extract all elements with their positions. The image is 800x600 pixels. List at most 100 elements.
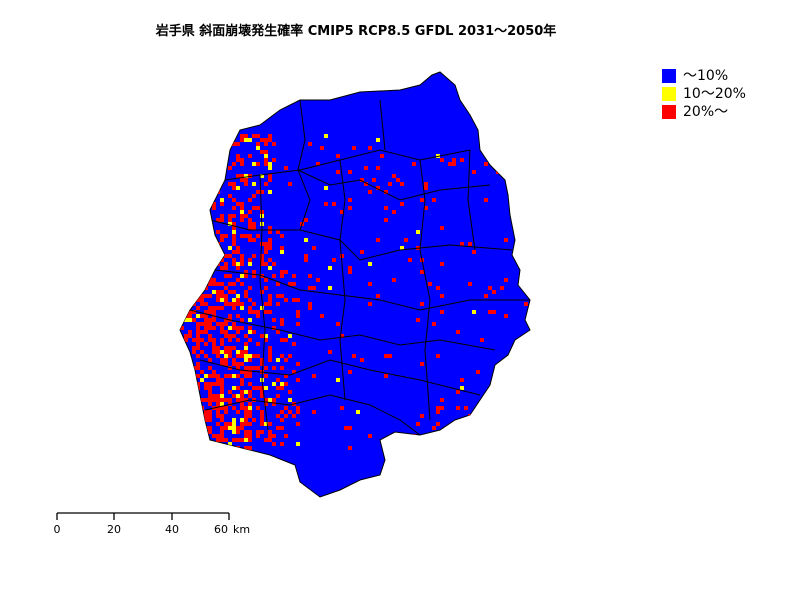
prefecture-area — [179, 71, 531, 498]
probability-cell — [252, 366, 256, 370]
probability-cell — [240, 398, 244, 402]
probability-cell — [296, 362, 300, 366]
probability-cell — [328, 350, 332, 354]
probability-cell — [280, 410, 284, 414]
legend-label: 20%～ — [683, 104, 729, 120]
probability-cell — [240, 382, 244, 386]
probability-cell — [208, 282, 212, 286]
probability-cell — [240, 394, 244, 398]
probability-cell — [212, 282, 216, 286]
probability-cell — [240, 326, 244, 330]
probability-cell — [224, 298, 228, 302]
probability-cell — [232, 258, 236, 262]
probability-cell — [200, 322, 204, 326]
probability-cell — [228, 290, 232, 294]
probability-cell — [200, 314, 204, 318]
probability-cell — [196, 342, 200, 346]
probability-cell — [264, 182, 268, 186]
probability-cell — [468, 242, 472, 246]
probability-cell — [260, 242, 264, 246]
probability-cell — [268, 302, 272, 306]
probability-cell — [248, 138, 252, 142]
probability-cell — [240, 174, 244, 178]
probability-cell — [336, 322, 340, 326]
probability-cell — [368, 146, 372, 150]
probability-cell — [232, 262, 236, 266]
probability-cell — [224, 410, 228, 414]
probability-cell — [248, 358, 252, 362]
probability-cell — [208, 326, 212, 330]
probability-cell — [372, 178, 376, 182]
probability-cell — [244, 446, 248, 450]
probability-cell — [256, 314, 260, 318]
probability-cell — [240, 318, 244, 322]
probability-cell — [248, 434, 252, 438]
probability-cell — [436, 410, 440, 414]
probability-cell — [304, 218, 308, 222]
probability-cell — [240, 158, 244, 162]
probability-cell — [240, 362, 244, 366]
probability-cell — [220, 294, 224, 298]
probability-cell — [244, 434, 248, 438]
probability-cell — [280, 418, 284, 422]
probability-cell — [220, 426, 224, 430]
probability-cell — [216, 290, 220, 294]
probability-cell — [268, 166, 272, 170]
probability-cell — [404, 238, 408, 242]
probability-cell — [256, 386, 260, 390]
probability-cell — [484, 294, 488, 298]
probability-cell — [204, 354, 208, 358]
probability-cell — [280, 366, 284, 370]
probability-cell — [268, 358, 272, 362]
probability-cell — [472, 310, 476, 314]
probability-cell — [368, 262, 372, 266]
probability-cell — [268, 294, 272, 298]
probability-cell — [440, 158, 444, 162]
probability-cell — [244, 334, 248, 338]
probability-cell — [492, 310, 496, 314]
probability-cell — [432, 198, 436, 202]
probability-cell — [276, 394, 280, 398]
probability-cell — [236, 278, 240, 282]
probability-cell — [240, 378, 244, 382]
probability-cell — [376, 238, 380, 242]
probability-cell — [200, 350, 204, 354]
legend-swatch-yellow — [662, 87, 676, 101]
probability-cell — [456, 330, 460, 334]
probability-cell — [260, 306, 264, 310]
probability-cell — [240, 134, 244, 138]
probability-cell — [200, 302, 204, 306]
probability-cell — [260, 190, 264, 194]
municipal-boundary — [467, 149, 476, 251]
probability-cell — [272, 382, 276, 386]
probability-cell — [224, 422, 228, 426]
probability-cell — [220, 258, 224, 262]
probability-cell — [280, 250, 284, 254]
probability-cell — [260, 150, 264, 154]
probability-cell — [284, 338, 288, 342]
probability-cell — [208, 398, 212, 402]
probability-cell — [452, 158, 456, 162]
probability-cell — [220, 402, 224, 406]
municipal-boundary — [199, 359, 481, 396]
probability-cell — [384, 218, 388, 222]
probability-cell — [208, 386, 212, 390]
probability-cell — [216, 410, 220, 414]
legend-label: ～10% — [683, 68, 729, 84]
probability-cell — [268, 138, 272, 142]
probability-cell — [264, 302, 268, 306]
probability-cell — [296, 410, 300, 414]
probability-cell — [308, 302, 312, 306]
probability-cell — [524, 302, 528, 306]
probability-cell — [236, 174, 240, 178]
probability-cell — [280, 354, 284, 358]
probability-cell — [212, 318, 216, 322]
probability-cell — [208, 310, 212, 314]
probability-cell — [424, 182, 428, 186]
probability-cell — [268, 350, 272, 354]
probability-cell — [188, 318, 192, 322]
probability-cell — [220, 202, 224, 206]
probability-cell — [312, 374, 316, 378]
probability-cell — [272, 398, 276, 402]
probability-cell — [244, 342, 248, 346]
